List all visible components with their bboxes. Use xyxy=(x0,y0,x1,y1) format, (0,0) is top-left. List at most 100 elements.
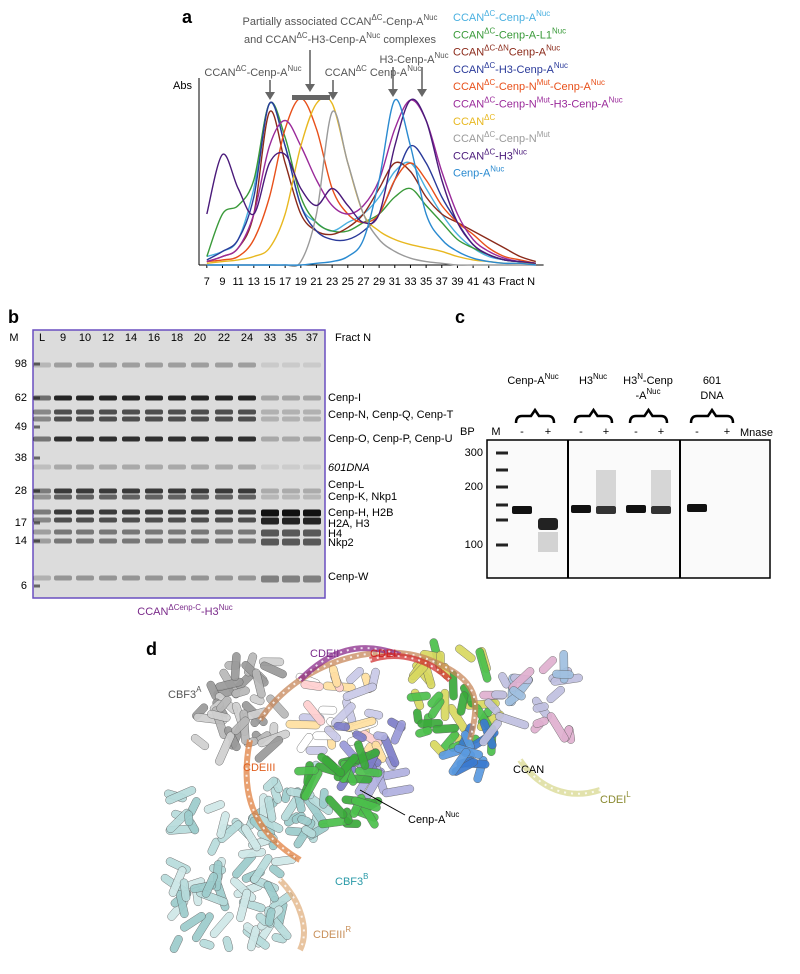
x-tick-label: 19 xyxy=(295,276,307,288)
text-run: Cenp-A xyxy=(453,168,491,180)
gel-band xyxy=(168,409,186,415)
helix xyxy=(373,731,388,741)
gel-band xyxy=(99,509,117,515)
text-run: Partially associated CCAN xyxy=(242,16,371,28)
helix xyxy=(251,668,266,699)
marker-label: 28 xyxy=(15,485,27,497)
lane-label: 10 xyxy=(79,332,91,344)
helix xyxy=(342,682,377,701)
helix xyxy=(207,709,231,722)
gel-band xyxy=(261,395,279,401)
text-run: -Cenp-N xyxy=(495,81,537,93)
text-run: -Cenp xyxy=(643,375,673,387)
gel-band xyxy=(54,436,72,442)
text-run: DNA xyxy=(700,390,724,402)
superscript: Nuc xyxy=(646,387,660,396)
helix xyxy=(354,740,370,770)
lane-label: 16 xyxy=(148,332,160,344)
gel-band xyxy=(282,409,300,415)
gel-band xyxy=(261,409,279,415)
gel-band xyxy=(122,395,140,401)
gel-band xyxy=(145,494,163,500)
panel-label: b xyxy=(8,307,19,327)
text-run: CCAN xyxy=(453,29,484,41)
superscript: N xyxy=(637,372,643,381)
gel-band xyxy=(76,464,94,470)
marker-label: 62 xyxy=(15,392,27,404)
helix xyxy=(269,864,285,879)
structure-label: CBF3A xyxy=(168,685,202,701)
gel-band xyxy=(282,362,300,368)
text-run: 601 xyxy=(703,375,721,387)
lane-label: 22 xyxy=(218,332,230,344)
helix xyxy=(230,652,241,682)
gel-caption: CCANΔCenp-C-H3Nuc xyxy=(137,603,233,618)
gel-band xyxy=(54,494,72,500)
gel-band xyxy=(282,436,300,442)
gel-band xyxy=(76,409,94,415)
marker-label: 200 xyxy=(465,481,483,493)
superscript: Nuc xyxy=(546,44,560,53)
helix xyxy=(415,726,433,738)
x-tick-label: 43 xyxy=(483,276,495,288)
structure-label: CDEIIIR xyxy=(313,925,351,941)
structure-label: CBF3B xyxy=(335,872,368,888)
gel-band xyxy=(145,464,163,470)
panel-label: c xyxy=(455,307,465,327)
helix xyxy=(184,810,194,826)
gel-band xyxy=(33,416,51,422)
gel-band xyxy=(215,436,233,442)
x-axis-label: Fract N xyxy=(499,276,535,288)
helix xyxy=(264,907,276,927)
superscript: Nuc xyxy=(219,603,233,612)
marker-band xyxy=(496,485,508,489)
gel-band xyxy=(168,488,186,494)
helix xyxy=(546,685,565,704)
text-run: Cenp-A xyxy=(507,375,545,387)
superscript: Nuc xyxy=(434,51,448,60)
marker-label: 49 xyxy=(15,421,27,433)
legend-entry: CCANΔC xyxy=(453,113,495,128)
helix xyxy=(216,695,232,713)
gel-band xyxy=(238,538,256,544)
gel-band xyxy=(238,436,256,442)
legend-entry: CCANΔC-H3-Cenp-ANuc xyxy=(453,61,568,76)
gel-band xyxy=(215,575,233,581)
helix xyxy=(217,820,243,843)
marker-band xyxy=(496,451,508,455)
arrow-head xyxy=(265,92,275,100)
lane-sign: - xyxy=(520,426,524,438)
line-series xyxy=(206,98,536,264)
helix xyxy=(180,912,206,932)
gel-band xyxy=(99,464,117,470)
gel-band xyxy=(122,517,140,523)
gel-band xyxy=(191,509,209,515)
x-tick-label: 25 xyxy=(342,276,354,288)
superscript: Nuc xyxy=(552,26,566,35)
superscript: ΔC xyxy=(484,61,495,70)
fract-label: Fract N xyxy=(335,332,371,344)
helix xyxy=(179,878,191,902)
structure-label: CDEI xyxy=(370,648,396,660)
helix xyxy=(325,795,348,819)
gel-band xyxy=(33,517,51,523)
gel-band xyxy=(191,464,209,470)
gel-band xyxy=(54,529,72,535)
superscript: ΔC xyxy=(356,64,367,73)
structure-label: CDEIL xyxy=(600,790,631,806)
helix xyxy=(175,889,189,919)
arrow-head xyxy=(388,89,398,97)
gel-band xyxy=(99,436,117,442)
gel-band xyxy=(303,575,321,583)
gel-band xyxy=(303,538,321,546)
x-tick-label: 37 xyxy=(436,276,448,288)
helix xyxy=(331,702,356,728)
x-tick-label: 15 xyxy=(263,276,275,288)
text-run: H3-Cenp-A xyxy=(379,54,435,66)
line-series xyxy=(206,98,536,266)
lane-sign: - xyxy=(634,426,638,438)
legend-entry: CCANΔC-Cenp-NMut-Cenp-ANuc xyxy=(453,78,605,93)
dna-rung xyxy=(369,655,451,681)
marker-band xyxy=(34,539,40,543)
helix xyxy=(231,686,250,698)
